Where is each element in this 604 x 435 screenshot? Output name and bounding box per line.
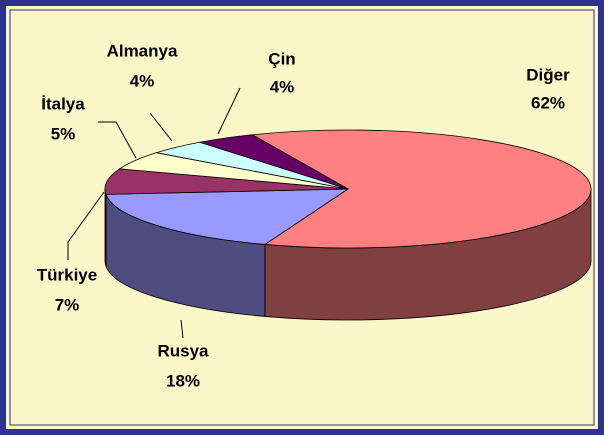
slice (105, 188, 350, 245)
value-label: 62% (531, 93, 565, 112)
leader-line (180, 319, 184, 339)
leader-line (149, 112, 173, 142)
leader-line (98, 121, 137, 159)
slice-side (104, 188, 107, 267)
slice-label: Almanya (107, 41, 178, 60)
plot-frame (9, 9, 595, 426)
slice (104, 168, 349, 195)
slice (199, 134, 349, 190)
value-label: 18% (166, 371, 200, 390)
leader-line (217, 87, 241, 135)
slice-label: Türkiye (37, 265, 97, 284)
value-label: 4% (130, 71, 155, 90)
value-label: 4% (270, 77, 295, 96)
leader-line (67, 191, 105, 260)
slice-label: Çin (268, 49, 295, 68)
slice (250, 129, 592, 249)
value-label: 5% (51, 124, 76, 143)
slice-label: Rusya (157, 341, 209, 360)
slice-label: İtalya (41, 94, 85, 113)
value-label: 7% (55, 295, 80, 314)
slice-label: Diğer (526, 65, 570, 84)
